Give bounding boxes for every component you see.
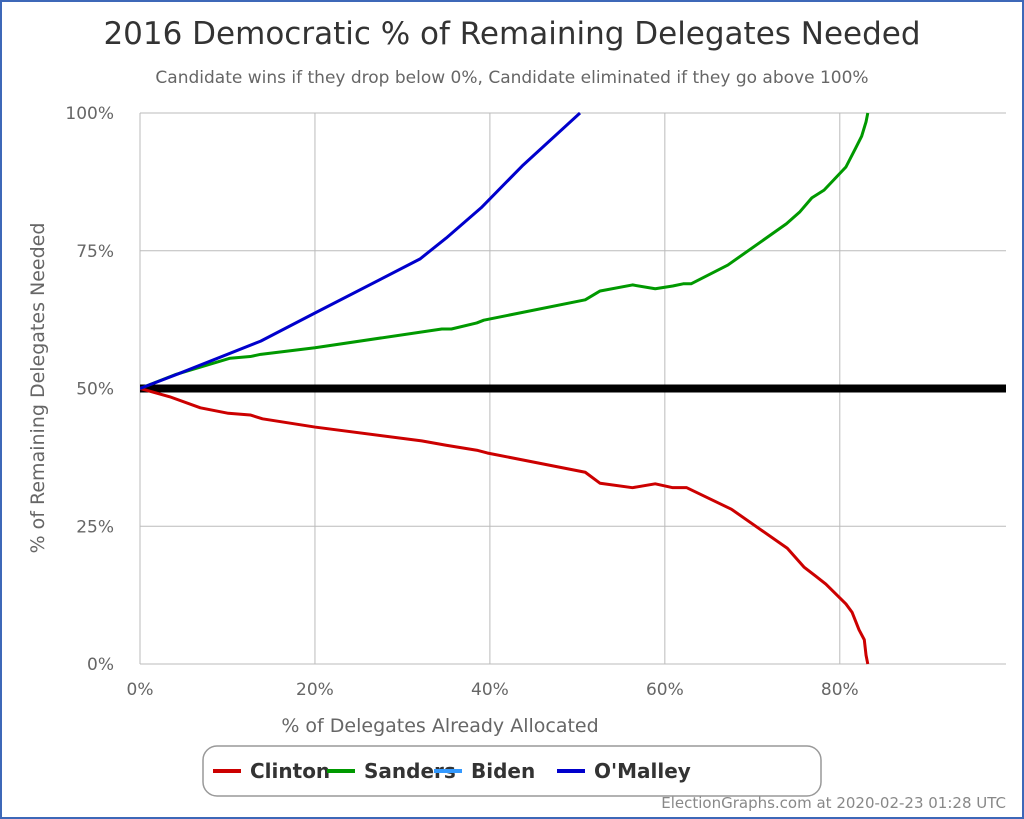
x-tick-label: 40% <box>471 680 509 700</box>
legend-label: O'Malley <box>594 759 691 783</box>
legend-box <box>202 745 822 797</box>
chart-subtitle: Candidate wins if they drop below 0%, Ca… <box>155 68 868 88</box>
series-line-clinton <box>140 387 870 665</box>
y-tick-label: 75% <box>76 242 114 262</box>
y-tick-label: 100% <box>65 104 114 124</box>
legend-label: Clinton <box>250 759 330 783</box>
credit-text: ElectionGraphs.com at 2020-02-23 01:28 U… <box>661 794 1006 812</box>
series-lines <box>140 112 1006 665</box>
legend-label: Biden <box>471 759 535 783</box>
chart-title: 2016 Democratic % of Remaining Delegates… <box>103 16 920 52</box>
series-line-omalley <box>140 112 582 390</box>
y-tick-label: 25% <box>76 517 114 537</box>
x-tick-label: 20% <box>296 680 334 700</box>
x-tick-label: 60% <box>646 680 684 700</box>
legend: Clinton Sanders Biden O'Malley <box>213 759 691 783</box>
series-line-sanders <box>140 112 870 390</box>
x-tick-label: 80% <box>821 680 859 700</box>
y-tick-label: 50% <box>76 380 114 400</box>
x-axis-label: % of Delegates Already Allocated <box>281 715 598 737</box>
tick-labels: 0% 20% 40% 60% 80% 0% 25% 50% 75% 100% <box>65 104 858 700</box>
y-tick-label: 0% <box>87 655 114 675</box>
y-axis-label: % of Remaining Delegates Needed <box>27 223 49 554</box>
x-tick-label: 0% <box>127 680 154 700</box>
